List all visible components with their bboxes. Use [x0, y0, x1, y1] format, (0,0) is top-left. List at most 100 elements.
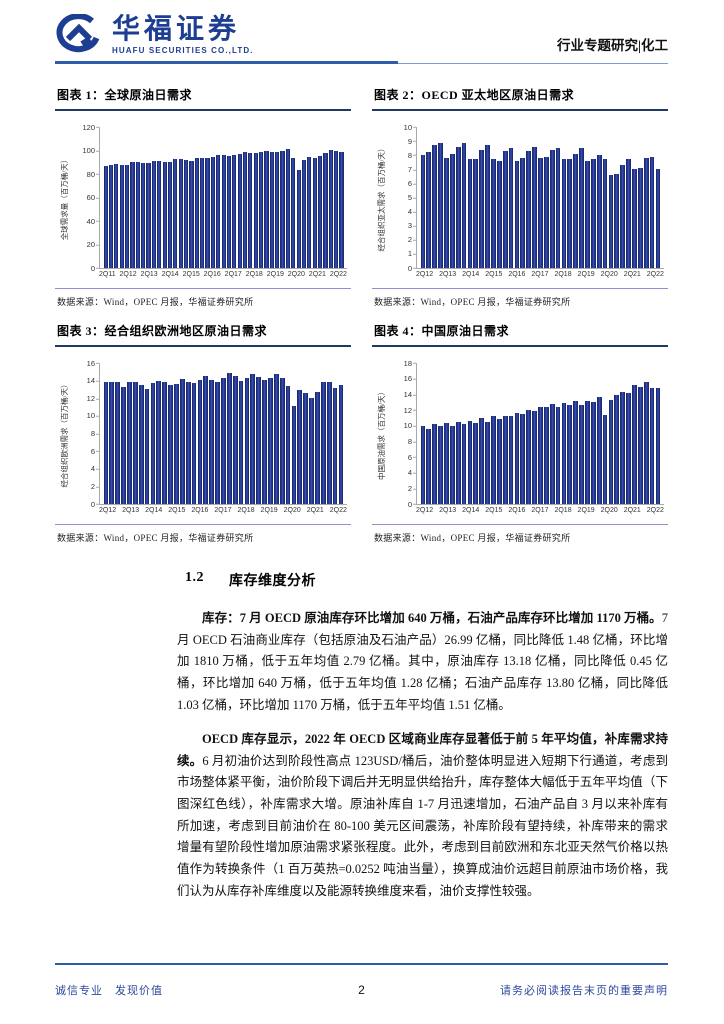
x-tick-label: 2Q20 — [287, 271, 305, 278]
bar — [561, 159, 567, 268]
y-tick-label: 9 — [408, 137, 417, 145]
bar — [279, 377, 285, 504]
bar — [135, 161, 140, 268]
source-note: 数据来源：Wind，OPEC 月报，华福证券研究所 — [57, 297, 254, 307]
bar — [608, 399, 614, 504]
y-tick-label: 1 — [408, 250, 417, 258]
bar — [438, 142, 443, 268]
y-tick-label: 0 — [408, 264, 417, 272]
bar — [420, 155, 426, 268]
bar — [485, 421, 490, 504]
x-tick-label: 2Q18 — [554, 271, 572, 278]
bar — [561, 402, 567, 504]
x-tick-label: 2Q22 — [329, 507, 347, 514]
x-tick-label: 2Q21 — [306, 507, 324, 514]
source-divider — [55, 524, 351, 525]
x-tick-label: 2Q19 — [260, 507, 278, 514]
bar — [520, 413, 526, 504]
y-tick-label: 12 — [404, 406, 417, 414]
bar — [467, 159, 473, 268]
figure-grid: 图表 1：全球原油日需求 全球需求量（百万桶/天） 0 20 40 60 80 100 12… — [55, 86, 668, 544]
bar — [614, 395, 620, 504]
x-tick-label: 2Q21 — [623, 507, 641, 514]
plot-area: 0 2 4 6 8 10 12 14 16 — [87, 359, 347, 507]
bar — [596, 155, 602, 268]
figure-title: 图表 2：OECD 亚太地区原油日需求 — [372, 86, 668, 111]
bar — [479, 417, 485, 504]
bar-series — [417, 127, 664, 268]
bar — [567, 159, 573, 268]
x-tick-label: 2Q16 — [508, 507, 526, 514]
bar — [649, 156, 655, 268]
y-tick-label: 8 — [408, 151, 417, 159]
y-tick-label: 6 — [408, 453, 417, 461]
x-tick-label: 2Q17 — [224, 271, 242, 278]
bar — [602, 414, 608, 504]
bar — [323, 152, 328, 268]
y-tick-label: 60 — [87, 194, 100, 202]
bar — [426, 152, 432, 268]
bar — [264, 151, 269, 268]
y-tick-label: 5 — [408, 194, 417, 202]
x-tick-label: 2Q14 — [145, 507, 163, 514]
figure-title: 图表 4：中国原油日需求 — [372, 322, 668, 347]
bar — [643, 158, 649, 268]
section-heading: 1.2 库存维度分析 — [185, 570, 668, 590]
bar — [637, 386, 643, 504]
bar — [162, 161, 167, 268]
bar — [115, 382, 121, 504]
y-axis-label: 全球需求量（百万桶/天） — [60, 155, 69, 241]
bar — [520, 158, 526, 268]
bar — [280, 150, 285, 268]
x-tick-label: 2Q13 — [122, 507, 140, 514]
x-tick-label: 2Q14 — [462, 507, 480, 514]
y-tick-label: 16 — [404, 375, 417, 383]
x-tick-label: 2Q18 — [554, 507, 572, 514]
y-tick-label: 16 — [87, 359, 100, 367]
x-tick-label: 2Q17 — [531, 271, 549, 278]
bar — [197, 379, 203, 504]
bar — [183, 159, 189, 268]
bar — [119, 164, 124, 268]
y-tick-label: 4 — [91, 465, 100, 473]
x-tick-label: 2Q19 — [577, 271, 595, 278]
bar — [491, 159, 496, 268]
y-axis-label: 中国原油需求（百万桶/天） — [377, 387, 386, 481]
y-tick-label: 120 — [82, 123, 100, 131]
bar-chart-oecd-asia-pacific: 经合组织亚太需求（百万桶/天） 0 1 2 3 4 5 6 7 8 9 10 2Q12 2Q13 2Q1… — [374, 123, 664, 278]
x-tick-label: 2Q19 — [266, 271, 284, 278]
bar — [455, 146, 461, 268]
bar — [259, 152, 264, 268]
bar — [232, 376, 238, 504]
page-header: 华福证券 HUAFU SECURITIES CO.,LTD. 行业专题研究|化工 — [55, 14, 668, 56]
source-note: 数据来源：Wind，OPEC 月报，华福证券研究所 — [57, 533, 254, 543]
bar — [508, 148, 514, 268]
bar — [449, 153, 455, 268]
section-number: 1.2 — [185, 570, 204, 585]
bar — [312, 157, 317, 268]
page-number: 2 — [358, 983, 365, 997]
x-tick-label: 2Q17 — [531, 507, 549, 514]
bar — [585, 400, 590, 504]
bar — [496, 160, 502, 268]
x-tick-label: 2Q15 — [182, 271, 200, 278]
brand-name-en: HUAFU SECURITIES CO.,LTD. — [112, 45, 254, 55]
bar — [167, 161, 173, 268]
bar — [262, 379, 267, 504]
x-tick-label: 2Q11 — [99, 271, 116, 278]
bar — [291, 406, 297, 504]
bar — [209, 379, 215, 504]
bar — [626, 159, 631, 268]
bar — [109, 381, 115, 504]
bar — [309, 398, 314, 504]
x-axis-labels: 2Q12 2Q13 2Q14 2Q15 2Q16 2Q17 2Q18 2Q19 2Q20 2Q21… — [99, 507, 347, 514]
bar — [461, 424, 467, 504]
header-rule-thick — [55, 61, 399, 64]
bar — [273, 373, 279, 504]
brand-logo: 华福证券 HUAFU SECURITIES CO.,LTD. — [55, 14, 254, 56]
bar — [332, 387, 338, 504]
x-tick-label: 2Q14 — [161, 271, 179, 278]
bar — [455, 421, 461, 504]
bar — [543, 156, 549, 268]
figure-panel-3: 图表 3：经合组织欧洲地区原油日需求 经合组织欧洲需求（百万桶/天） 0 2 4 6 8… — [55, 322, 351, 544]
